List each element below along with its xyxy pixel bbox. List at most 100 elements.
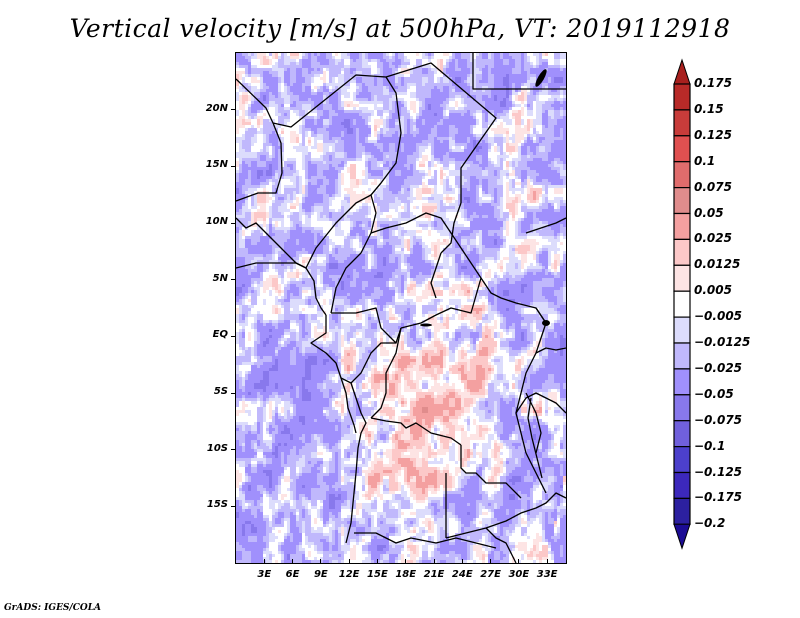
colorbar-label: −0.075: [694, 412, 743, 427]
border-line: [370, 212, 482, 279]
colorbar-swatch: [673, 187, 691, 215]
border-line: [440, 202, 462, 254]
y-tick: [231, 335, 236, 337]
colorbar-label: −0.0125: [694, 335, 751, 349]
y-tick: [231, 392, 236, 394]
colorbar-swatch: [673, 109, 691, 137]
border-line: [330, 194, 377, 314]
y-tick: [231, 279, 236, 281]
colorbar-swatch: [673, 290, 691, 318]
border-line: [430, 252, 442, 299]
border-line: [525, 217, 567, 234]
border-line: [525, 392, 542, 454]
x-tick: [263, 559, 265, 564]
y-tick: [231, 165, 236, 167]
border-line: [235, 62, 497, 203]
colorbar-swatch: [673, 497, 691, 525]
x-tick-label: 6E: [285, 569, 300, 580]
colorbar-swatch: [673, 238, 691, 266]
y-tick-label: EQ: [212, 329, 228, 341]
colorbar-label: 0.175: [694, 76, 732, 90]
coastline: [340, 377, 357, 434]
lake-shape: [420, 323, 432, 327]
colorbar-swatch: [673, 420, 691, 448]
y-tick: [231, 109, 236, 111]
border-line: [305, 182, 382, 269]
border-line: [460, 445, 522, 499]
y-tick-label: 10S: [206, 442, 228, 454]
border-line: [472, 53, 566, 90]
colorbar-label: −0.125: [694, 464, 743, 479]
x-tick-label: 21E: [423, 569, 445, 580]
x-tick: [518, 559, 520, 564]
colorbar-extend-min: [673, 523, 691, 550]
colorbar-label: −0.005: [694, 309, 743, 324]
x-tick: [490, 559, 492, 564]
border-line: [525, 452, 547, 494]
colorbar-label: 0.075: [694, 179, 732, 194]
x-tick: [461, 559, 463, 564]
border-line: [535, 347, 567, 354]
vertical-velocity-field: [236, 53, 566, 563]
y-tick: [231, 222, 236, 224]
colorbar-label: 0.15: [694, 101, 724, 116]
map-panel: [235, 53, 567, 564]
colorbar-label: −0.175: [694, 490, 743, 505]
x-tick: [292, 559, 294, 564]
colorbar-label: 0.05: [694, 205, 724, 220]
x-tick-label: 18E: [395, 569, 417, 580]
colorbar-swatch: [673, 394, 691, 422]
x-tick: [348, 559, 350, 564]
colorbar-label: −0.1: [694, 438, 726, 453]
border-line: [370, 327, 402, 419]
y-tick-label: 5S: [213, 386, 228, 397]
colorbar-label: −0.05: [694, 386, 734, 401]
colorbar-swatch: [673, 446, 691, 474]
colorbar-label: 0.1: [694, 153, 716, 168]
x-tick-label: 9E: [313, 569, 328, 580]
colorbar-swatch: [673, 135, 691, 163]
border-line: [331, 307, 402, 344]
colorbar-label: −0.025: [694, 360, 743, 375]
y-tick-label: 20N: [205, 102, 228, 114]
border-line: [350, 342, 396, 384]
border-line: [400, 277, 482, 329]
colorbar-label: 0.0125: [694, 257, 741, 272]
colorbar-extend-max: [673, 58, 691, 85]
border-line: [445, 492, 567, 539]
border-line: [370, 417, 462, 446]
y-tick-label: 15S: [206, 499, 228, 511]
colorbar-swatch: [673, 368, 691, 396]
colorbar-label: −0.2: [694, 516, 726, 531]
colorbar-swatch: [673, 212, 691, 240]
x-tick-label: 24E: [451, 569, 473, 580]
border-line: [515, 307, 547, 454]
colorbar-swatch: [673, 471, 691, 499]
border-line: [345, 382, 367, 544]
x-tick: [376, 559, 378, 564]
colorbar-label: 0.125: [694, 127, 732, 142]
y-tick-label: 10N: [205, 216, 228, 227]
chart-title: Vertical velocity [m/s] at 500hPa, VT: 2…: [69, 14, 731, 43]
x-tick: [320, 559, 322, 564]
x-tick-label: 3E: [257, 569, 272, 580]
colorbar-swatch: [673, 316, 691, 344]
x-tick-label: 30E: [508, 569, 530, 580]
border-line: [235, 122, 283, 202]
colorbar-swatch: [673, 161, 691, 189]
x-tick-label: 27E: [480, 569, 501, 580]
y-tick-label: 5N: [212, 272, 228, 284]
x-tick: [405, 559, 407, 564]
colorbar-label: 0.005: [694, 283, 732, 298]
x-tick-label: 15E: [367, 569, 388, 580]
border-line: [354, 532, 497, 549]
border-line: [527, 397, 543, 479]
colorbar-swatch: [673, 264, 691, 292]
y-tick: [231, 505, 236, 507]
lake-shape: [535, 69, 547, 87]
x-tick: [433, 559, 435, 564]
x-tick: [546, 559, 548, 564]
y-tick-label: 15N: [205, 159, 228, 171]
coastline: [235, 262, 327, 316]
